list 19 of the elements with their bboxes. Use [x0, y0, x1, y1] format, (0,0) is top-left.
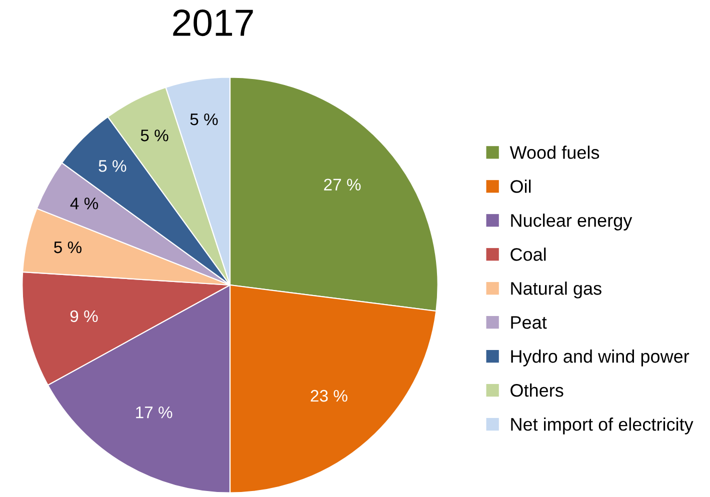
chart-title: 2017 — [173, 10, 253, 36]
legend-label: Net import of electricity — [511, 418, 694, 434]
data-label: 4 % — [70, 198, 98, 210]
legend-label: Wood fuels — [510, 146, 600, 159]
data-label: 17 % — [136, 406, 172, 418]
legend-label: Oil — [510, 180, 531, 193]
data-label: 9 % — [70, 310, 98, 322]
data-label: 5 % — [140, 130, 168, 142]
legend-label: Nuclear energy — [511, 214, 632, 230]
data-label: 27 % — [324, 178, 361, 190]
data-label: 5 % — [98, 160, 126, 172]
legend-label: Peat — [511, 316, 547, 329]
data-label: 5 % — [190, 114, 218, 126]
legend-label: Hydro and wind power — [511, 350, 690, 366]
data-label: 23 % — [310, 390, 348, 402]
legend-label: Others — [510, 384, 564, 397]
data-label: 5 % — [54, 241, 82, 254]
legend-label: Coal — [510, 248, 546, 261]
legend-label: Natural gas — [511, 282, 602, 298]
